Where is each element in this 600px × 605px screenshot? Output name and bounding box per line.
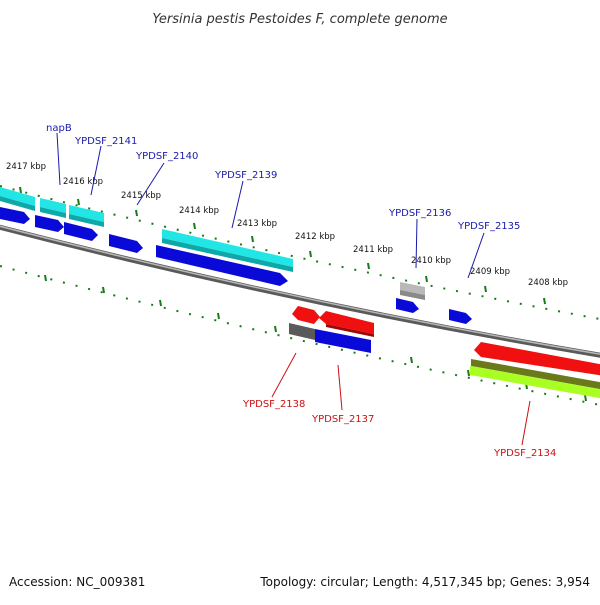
tick (467, 369, 470, 377)
feature-block-shadow (162, 238, 293, 272)
tick (309, 250, 312, 258)
cds-track-blue (0, 207, 472, 324)
leader-line (90, 145, 102, 196)
cds-track-red (292, 306, 600, 376)
tick (193, 222, 196, 230)
feature-track-cyan (0, 187, 293, 272)
tick (44, 274, 47, 282)
pseudogene-block (400, 282, 425, 295)
kbp-label: 2412 kbp (295, 232, 335, 242)
tick (159, 299, 162, 307)
tick (102, 286, 105, 294)
feature-block-shadow (69, 214, 104, 227)
ruler-lower-ticks (44, 274, 587, 402)
leader-line (56, 132, 61, 186)
map-title: Yersinia pestis Pestoides F, complete ge… (152, 12, 447, 27)
leader-line (521, 400, 531, 446)
leader-line (136, 162, 165, 206)
gene-label-ypdsf-2137: YPDSF_2137 (311, 414, 374, 425)
feature-block (69, 205, 104, 222)
pseudogene-block-dark (289, 323, 315, 340)
cds-arrow (396, 298, 419, 313)
leader-line (467, 232, 485, 279)
gene-label-ypdsf-2134: YPDSF_2134 (493, 448, 556, 459)
leader-line (337, 364, 343, 411)
gene-label-ypdsf-2141: YPDSF_2141 (74, 136, 137, 147)
kbp-label: 2408 kbp (528, 278, 568, 288)
tick (135, 209, 138, 217)
gene-label-ypdsf-2139: YPDSF_2139 (214, 170, 277, 181)
genome-backbone (0, 224, 600, 358)
tick (274, 325, 277, 333)
feature-block-shadow (40, 207, 66, 218)
genome-stats-text: Topology: circular; Length: 4,517,345 bp… (259, 575, 590, 589)
gene-label-ypdsf-2136: YPDSF_2136 (388, 208, 451, 219)
leader-line (271, 352, 297, 398)
accession-text: Accession: NC_009381 (9, 575, 145, 589)
tick (543, 297, 546, 305)
kbp-label: 2411 kbp (353, 245, 393, 255)
cds-arrow (449, 309, 472, 324)
kbp-label: 2413 kbp (237, 219, 277, 229)
tick (217, 312, 220, 320)
gene-label-ypdsf-2140: YPDSF_2140 (135, 151, 198, 162)
feature-block-shadow (0, 196, 35, 211)
gene-labels-bottom: YPDSF_2138 YPDSF_2137 YPDSF_2134 (242, 399, 556, 459)
feature-block (0, 187, 35, 206)
pseudogene-block-shadow (400, 290, 425, 300)
tick (410, 356, 413, 364)
cds-arrow (156, 245, 288, 286)
kbp-label: 2409 kbp (470, 267, 510, 277)
tick (367, 262, 370, 270)
cds-arrow (292, 306, 320, 324)
tick (19, 186, 22, 194)
gene-label-ypdsf-2138: YPDSF_2138 (242, 399, 305, 410)
gene-label-napb: napB (46, 123, 72, 134)
tick (251, 235, 254, 243)
cds-arrow (35, 215, 64, 232)
cds-arrow (319, 311, 374, 334)
gene-labels-top: napB YPDSF_2141 YPDSF_2140 YPDSF_2139 YP… (46, 123, 520, 232)
feature-block-lime (470, 366, 600, 399)
cds-arrow (0, 207, 30, 224)
tick (77, 198, 80, 206)
tick (484, 285, 487, 293)
ruler-labels: 2417 kbp 2416 kbp 2415 kbp 2414 kbp 2413… (6, 162, 568, 288)
tick (425, 275, 428, 283)
kbp-label: 2415 kbp (121, 191, 161, 201)
feature-block-olive (471, 359, 600, 390)
cds-arrow (474, 342, 600, 376)
ruler-lower-dots (0, 265, 600, 407)
kbp-label: 2417 kbp (6, 162, 46, 172)
cds-arrow (109, 234, 143, 253)
leader-line (231, 180, 244, 229)
gene-label-ypdsf-2135: YPDSF_2135 (457, 221, 520, 232)
kbp-label: 2414 kbp (179, 206, 219, 216)
feature-block (162, 229, 293, 267)
kbp-label: 2410 kbp (411, 256, 451, 266)
label-leaders-bottom (271, 352, 531, 446)
leader-line (415, 218, 418, 269)
cds-arrow-shadow (326, 324, 374, 337)
ruler-upper-ticks (19, 186, 546, 305)
cds-arrow (64, 222, 98, 241)
cds-block-lower (315, 329, 371, 353)
feature-block (40, 198, 66, 213)
label-leaders-top (56, 132, 485, 279)
kbp-label: 2416 kbp (63, 177, 103, 187)
genome-backbone-highlight (0, 225, 600, 355)
tick (584, 394, 587, 402)
